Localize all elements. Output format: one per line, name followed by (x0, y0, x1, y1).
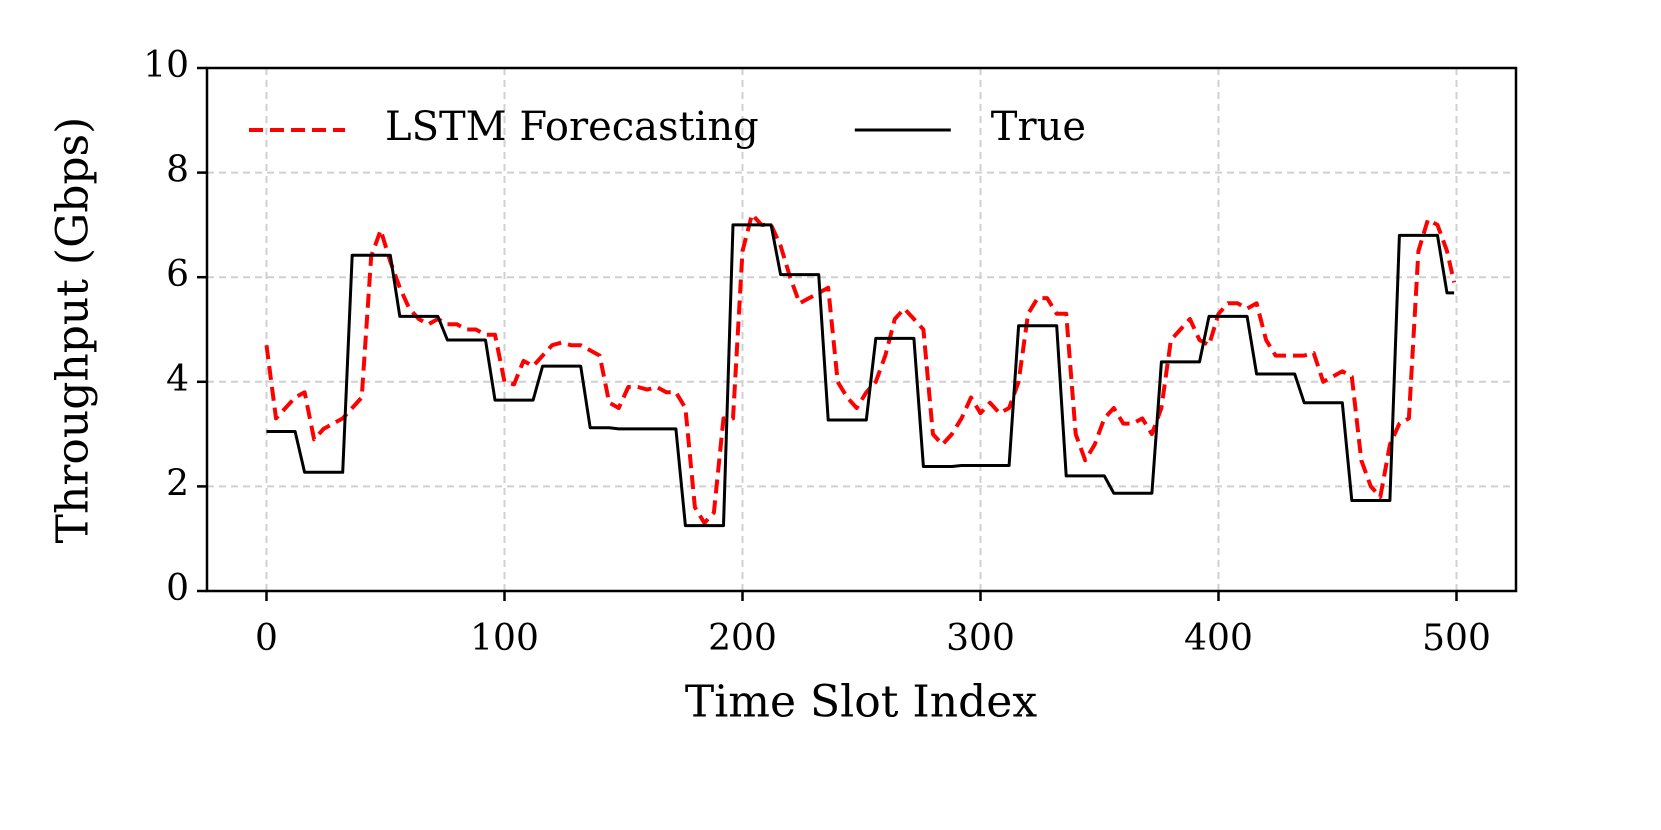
grid (207, 67, 1516, 592)
y-tick-label: 2 (166, 463, 189, 504)
ticks: 0 100 200 300 400 500 0 2 4 6 8 10 (143, 45, 1491, 659)
y-tick-label: 6 (166, 254, 189, 295)
plot-frame (205, 66, 1518, 593)
y-axis-label: Throughput (Gbps) (48, 117, 99, 544)
plot-area (264, 212, 1457, 528)
legend-label: LSTM Forecasting (385, 104, 759, 150)
x-axis-label: Time Slot Index (685, 677, 1037, 728)
x-tick-label: 300 (946, 618, 1015, 659)
x-tick-label: 500 (1422, 618, 1491, 659)
x-tick-label: 100 (470, 618, 539, 659)
legend: LSTM Forecasting True (249, 104, 1086, 150)
x-tick-label: 200 (708, 618, 777, 659)
y-tick-label: 0 (166, 568, 189, 609)
y-tick-label: 10 (143, 45, 189, 86)
x-tick-label: 0 (255, 618, 278, 659)
series-line (266, 223, 1455, 528)
legend-label: True (991, 104, 1086, 150)
y-tick-label: 4 (166, 359, 189, 400)
y-tick-label: 8 (166, 150, 189, 191)
x-tick-label: 400 (1184, 618, 1253, 659)
